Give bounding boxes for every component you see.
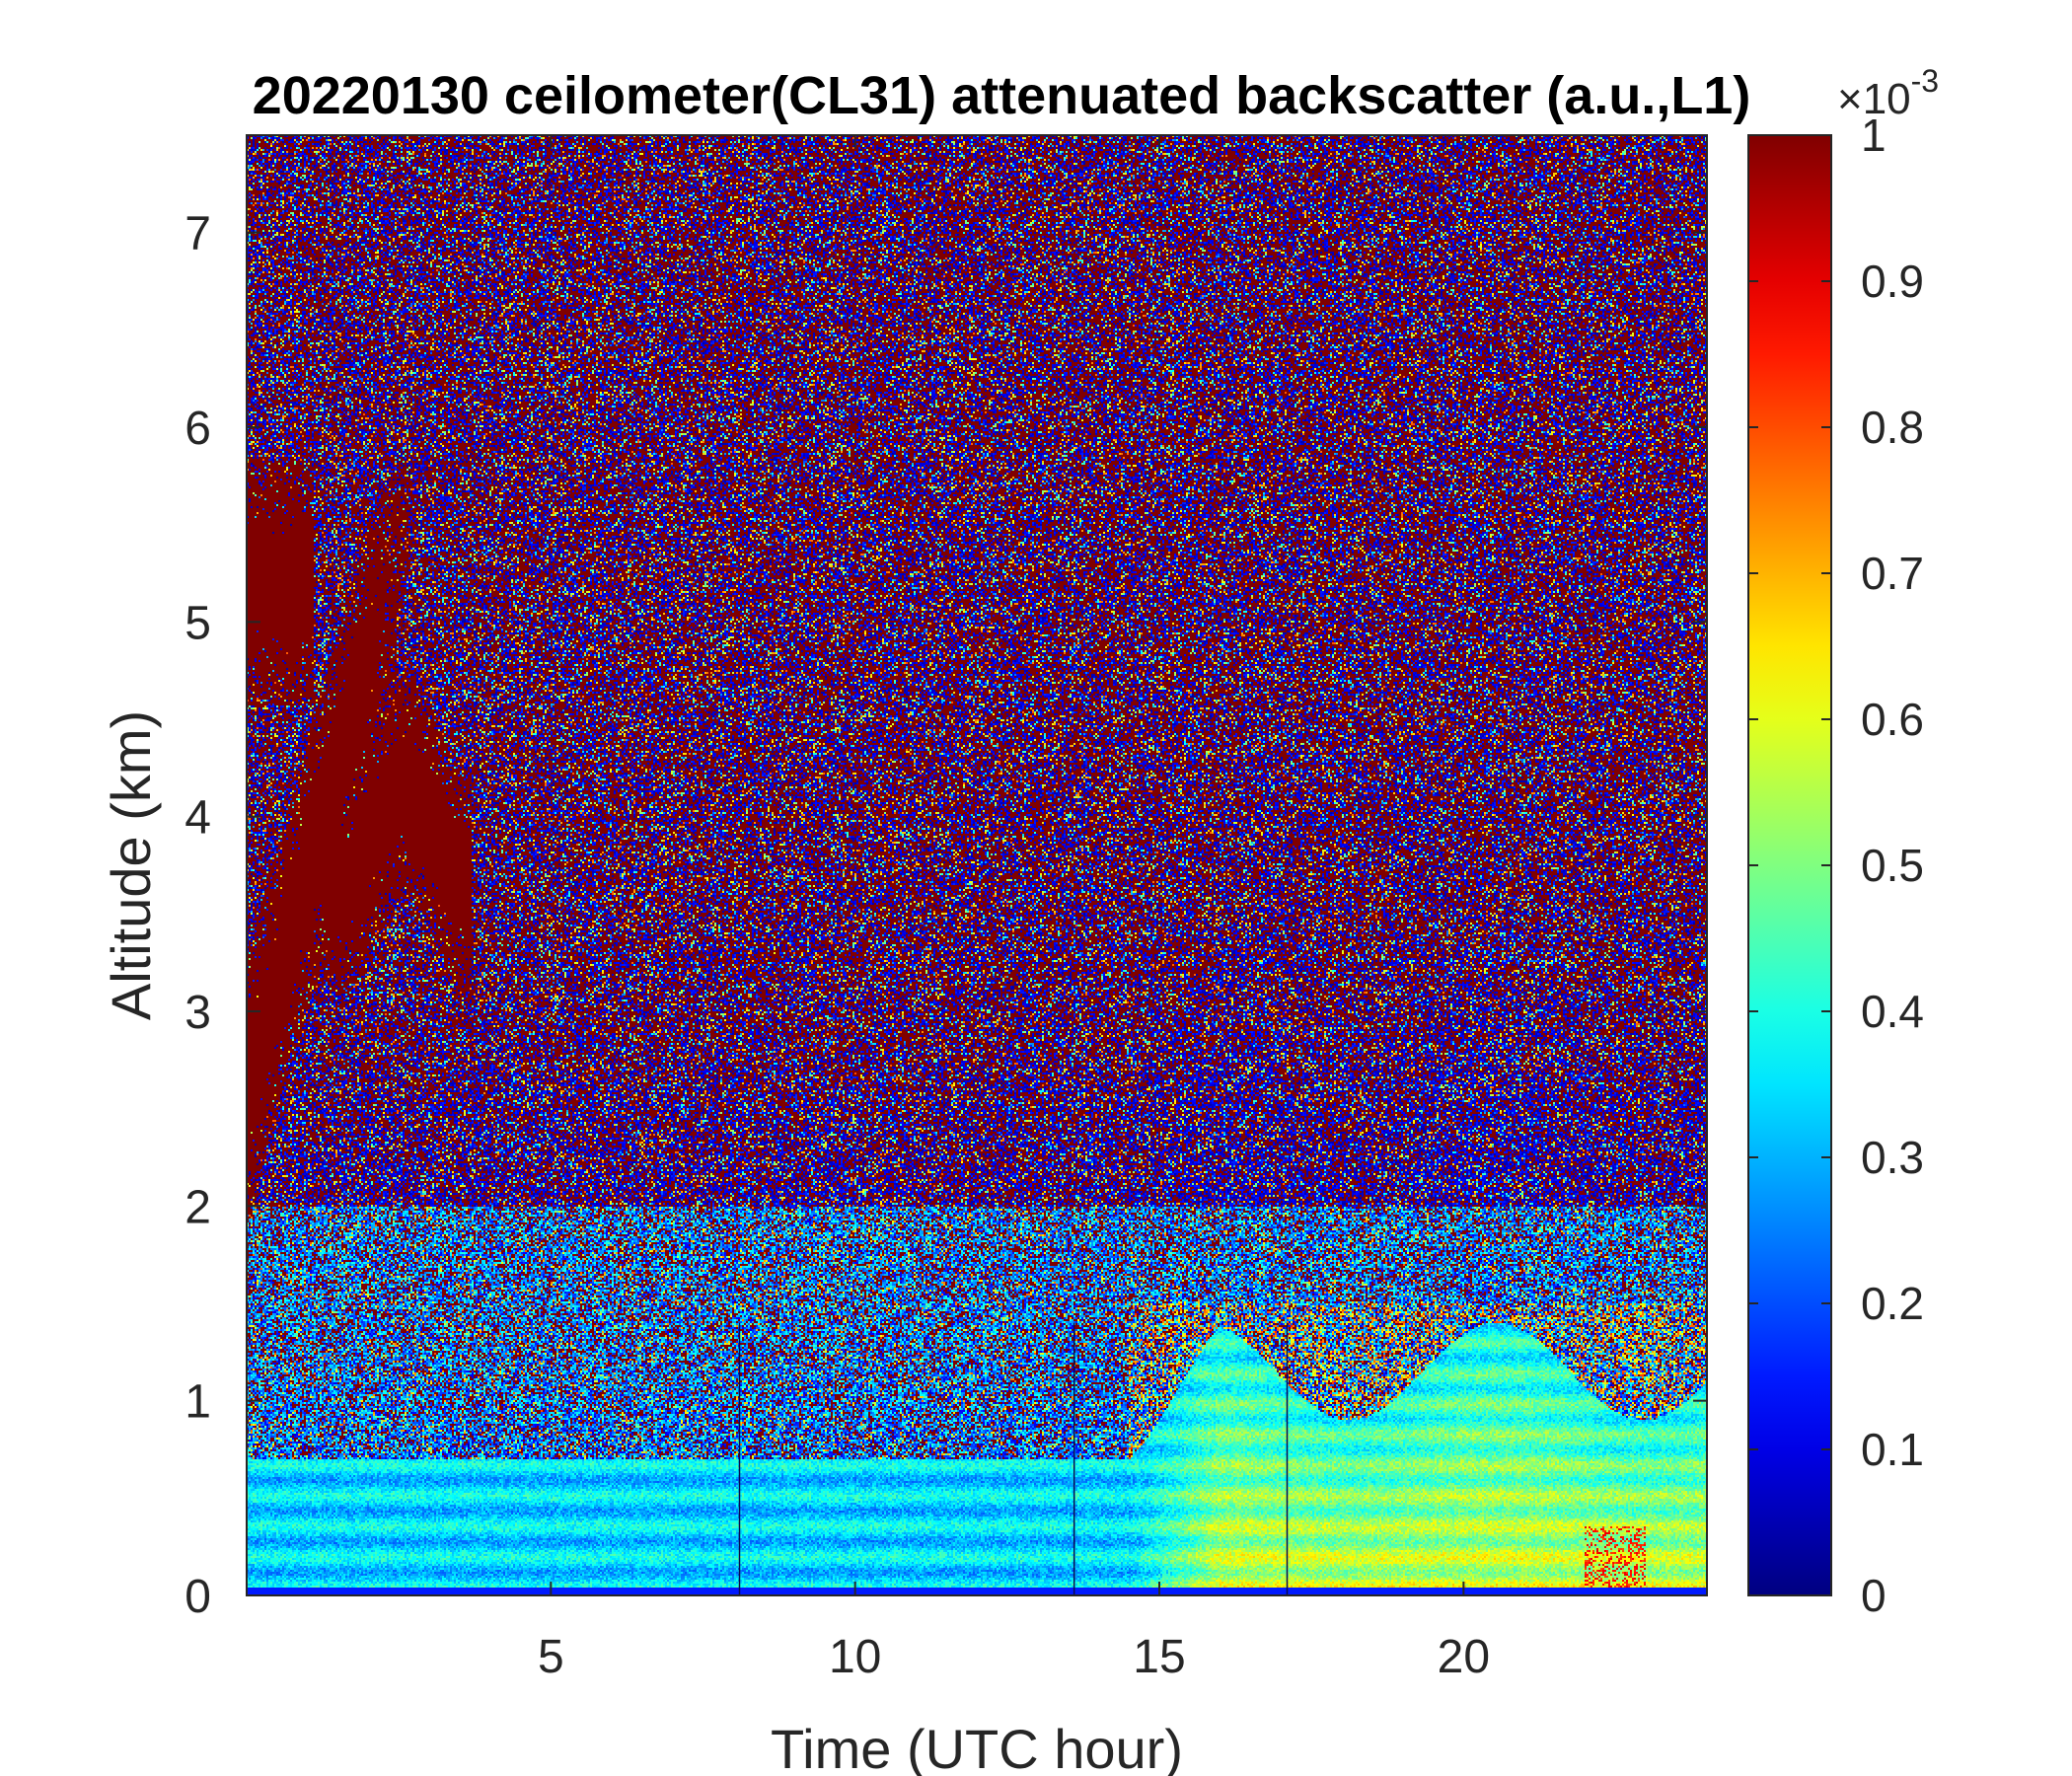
plot-frame: [246, 134, 1708, 1596]
y-tick-label: 4: [185, 792, 211, 845]
colorbar-tick-label: 0: [1861, 1570, 1887, 1621]
x-axis-label: Time (UTC hour): [771, 1718, 1183, 1776]
colorbar-exponent: ×10-3: [1837, 63, 1939, 123]
colorbar-tick-label: 0.3: [1861, 1132, 1924, 1183]
x-axis: 5 10 15 20: [538, 135, 1490, 1683]
y-tick-label: 3: [185, 987, 211, 1039]
colorbar-tick-label: 0.6: [1861, 694, 1924, 745]
plot-area: 5 10 15 20 0 1 2 3 4 5 6 7 Time (UTC hour) Altitud…: [100, 134, 1708, 1776]
x-tick-label: 15: [1133, 1631, 1185, 1683]
y-tick-label: 5: [185, 597, 211, 649]
colorbar: 0 0.1 0.2 0.3 0.4 0.5 0.6 0.7 0.8 0.9 1 ×10-3: [1747, 63, 1939, 1621]
colorbar-tick-label: 0.2: [1861, 1278, 1924, 1329]
chart-title: 20220130 ceilometer(CL31) attenuated bac…: [253, 66, 1751, 125]
colorbar-ticks: 0 0.1 0.2 0.3 0.4 0.5 0.6 0.7 0.8 0.9 1: [1748, 110, 1924, 1621]
y-axis-label: Altitude (km): [100, 710, 162, 1020]
y-tick-label: 6: [185, 403, 211, 455]
heatmap-image: [247, 135, 1707, 1595]
x-tick-label: 10: [829, 1631, 881, 1683]
colorbar-tick-label: 0.4: [1861, 986, 1924, 1037]
colorbar-tick-label: 1: [1861, 110, 1887, 161]
y-tick-label: 2: [185, 1181, 211, 1233]
x-tick-label: 20: [1438, 1631, 1490, 1683]
colorbar-gradient-container: [1748, 135, 1831, 1595]
y-tick-label: 7: [185, 208, 211, 260]
colorbar-tick-label: 0.8: [1861, 402, 1924, 453]
colorbar-tick-label: 0.5: [1861, 840, 1924, 891]
y-tick-label: 1: [185, 1376, 211, 1429]
x-tick-label: 5: [538, 1631, 564, 1683]
colorbar-tick-label: 0.1: [1861, 1424, 1924, 1475]
colorbar-tick-label: 0.9: [1861, 256, 1924, 307]
colorbar-gradient: [1748, 135, 1831, 1595]
colorbar-exponent-power: -3: [1911, 63, 1939, 99]
colorbar-tick-label: 0.7: [1861, 548, 1924, 599]
colorbar-exponent-base: ×10: [1837, 75, 1911, 123]
data-gap-lines: [738, 1322, 1289, 1595]
heatmap-image-container: [247, 135, 1707, 1595]
y-tick-label: 0: [185, 1571, 211, 1623]
y-axis: 0 1 2 3 4 5 6 7: [185, 208, 1707, 1623]
